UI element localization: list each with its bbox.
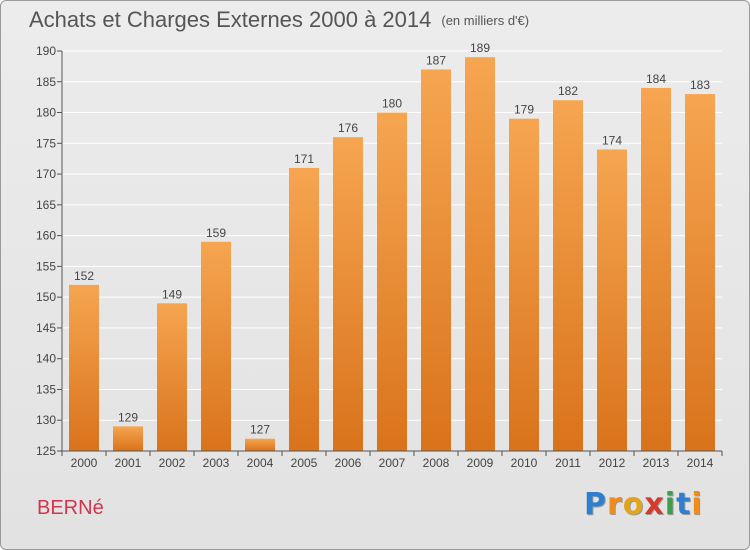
bar-2005 xyxy=(289,167,319,451)
bar-value-label: 187 xyxy=(426,53,446,67)
y-tick-label: 125 xyxy=(36,444,56,458)
y-tick-label: 185 xyxy=(36,75,56,89)
y-tick-label: 140 xyxy=(36,352,56,366)
bar-2007 xyxy=(377,112,407,452)
bar-2002 xyxy=(157,303,187,451)
logo-letter: r xyxy=(607,487,623,522)
bar-value-label: 176 xyxy=(338,121,358,135)
y-tick-label: 190 xyxy=(36,44,56,58)
logo-letter: i xyxy=(664,487,677,522)
bar-value-label: 171 xyxy=(294,152,314,166)
chart-title: Achats et Charges Externes 2000 à 2014 (e… xyxy=(29,7,529,33)
y-tick-label: 175 xyxy=(36,136,56,150)
y-tick-label: 135 xyxy=(36,382,56,396)
y-tick-label: 165 xyxy=(36,198,56,212)
bar-2000 xyxy=(69,284,99,451)
chart-subtitle: (en milliers d'€) xyxy=(441,13,530,28)
bar-2006 xyxy=(333,137,363,451)
logo-letter: P xyxy=(584,487,607,522)
bar-2010 xyxy=(509,118,539,451)
y-tick-label: 155 xyxy=(36,259,56,273)
x-tick-label: 2001 xyxy=(115,456,142,470)
bar-value-label: 179 xyxy=(514,103,534,117)
logo-letter: t xyxy=(676,487,692,522)
bar-2003 xyxy=(201,241,231,451)
bar-2013 xyxy=(641,87,671,451)
bar-value-label: 184 xyxy=(646,72,666,86)
x-tick-label: 2008 xyxy=(423,456,450,470)
x-tick-label: 2007 xyxy=(379,456,406,470)
x-tick-label: 2005 xyxy=(291,456,318,470)
bar-value-label: 189 xyxy=(470,41,490,55)
x-tick-label: 2010 xyxy=(511,456,538,470)
y-tick-label: 145 xyxy=(36,321,56,335)
bar-2004 xyxy=(245,438,275,451)
y-tick-label: 170 xyxy=(36,167,56,181)
x-tick-label: 2002 xyxy=(159,456,186,470)
y-tick-label: 150 xyxy=(36,290,56,304)
logo-letter: o xyxy=(622,487,645,522)
bar-2012 xyxy=(597,149,627,451)
y-tick-label: 180 xyxy=(36,106,56,120)
chart-title-text: Achats et Charges Externes 2000 à 2014 xyxy=(29,7,432,32)
bar-value-label: 174 xyxy=(602,133,622,147)
x-tick-label: 2014 xyxy=(687,456,714,470)
x-tick-label: 2011 xyxy=(555,456,581,470)
x-tick-label: 2006 xyxy=(335,456,362,470)
bar-2011 xyxy=(553,100,583,451)
y-tick-label: 130 xyxy=(36,413,56,427)
bar-2008 xyxy=(421,69,451,451)
bar-value-label: 129 xyxy=(118,410,138,424)
bar-value-label: 127 xyxy=(250,423,270,437)
logo-letter: i xyxy=(691,487,703,522)
bar-2014 xyxy=(685,94,715,452)
bars: 152 129 149 159 127 171 176 180 187 189 179 182 174 1… xyxy=(69,41,715,452)
bar-value-label: 183 xyxy=(690,78,710,92)
bar-value-label: 152 xyxy=(74,269,94,283)
bar-2001 xyxy=(113,426,143,451)
x-tick-label: 2012 xyxy=(599,456,626,470)
bar-2009 xyxy=(465,57,495,452)
proxiti-logo: Proxiti xyxy=(584,487,703,522)
logo-letter: x xyxy=(644,487,665,522)
x-tick-label: 2003 xyxy=(203,456,230,470)
y-tick-label: 160 xyxy=(36,229,56,243)
x-tick-label: 2000 xyxy=(71,456,98,470)
x-tick-label: 2013 xyxy=(643,456,670,470)
bar-value-label: 180 xyxy=(382,97,402,111)
x-tick-label: 2004 xyxy=(247,456,274,470)
bar-value-label: 149 xyxy=(162,287,182,301)
axes: 125 130 135 140 145 150 155 160 165 170 175 180 185 1… xyxy=(36,44,723,470)
x-tick-label: 2009 xyxy=(467,456,494,470)
bar-value-label: 159 xyxy=(206,226,226,240)
bar-value-label: 182 xyxy=(558,84,578,98)
place-name: BERNé xyxy=(37,497,104,519)
